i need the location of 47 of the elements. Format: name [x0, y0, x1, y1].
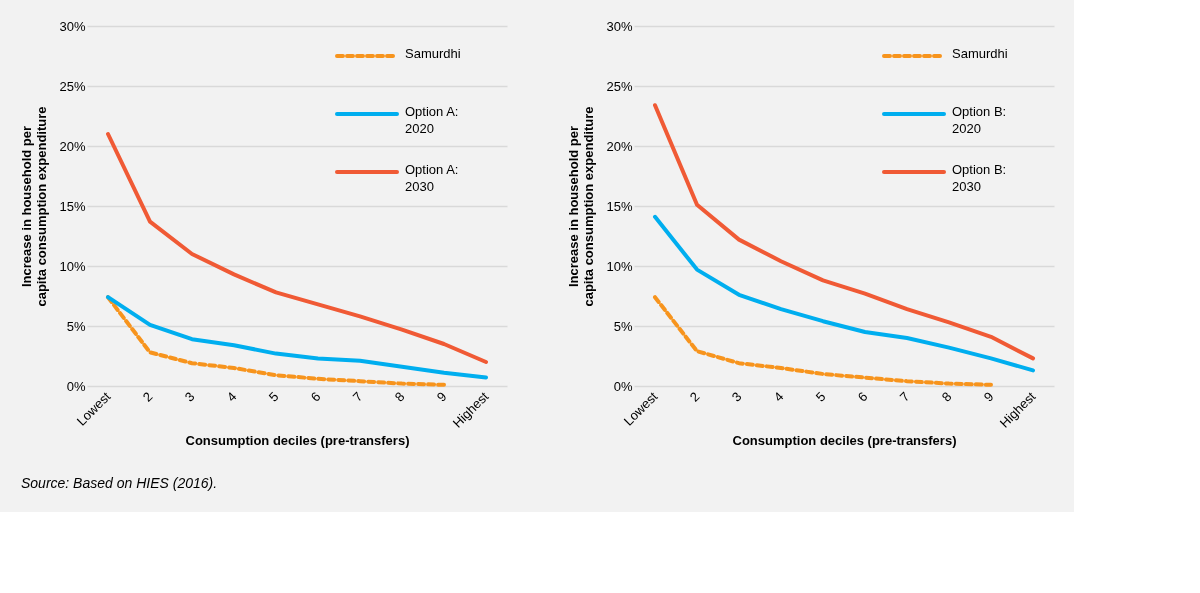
x-tick-label: 8 — [938, 388, 955, 405]
x-tick-label: 8 — [391, 388, 408, 405]
x-tick-label: 2 — [139, 388, 156, 405]
line-series — [106, 295, 488, 380]
y-tick-label: 10% — [606, 258, 633, 274]
x-tick-label: 5 — [265, 388, 282, 405]
legend-label: Option B: 2020 — [952, 104, 1007, 136]
x-axis-title: Consumption deciles (pre-transfers) — [185, 432, 410, 448]
y-tick-label: 5% — [66, 318, 86, 334]
x-tick-label: 9 — [980, 388, 997, 405]
x-tick-label: 3 — [181, 388, 198, 405]
y-axis-title: Increase in household per capita consumption expenditure — [19, 106, 50, 307]
source-note: Source: Based on HIES (2016). — [20, 475, 218, 492]
x-tick-label: 4 — [223, 388, 240, 405]
y-tick-label: 5% — [613, 318, 633, 334]
line-series — [653, 214, 1035, 373]
y-tick-label: 30% — [59, 18, 86, 34]
y-tick-label: 20% — [59, 138, 86, 154]
y-tick-label: 15% — [59, 198, 86, 214]
legend-label: Option A: 2030 — [405, 162, 459, 194]
x-tick-label: 9 — [433, 388, 450, 405]
y-tick-label: 25% — [606, 78, 633, 94]
line-series — [106, 132, 488, 364]
x-tick-label: 2 — [686, 388, 703, 405]
y-tick-label: 15% — [606, 198, 633, 214]
line-series — [653, 295, 993, 387]
x-tick-label: 7 — [896, 388, 913, 405]
y-tick-label: 10% — [59, 258, 86, 274]
x-tick-label: 6 — [854, 388, 871, 405]
y-tick-label: 0% — [66, 378, 86, 394]
x-tick-label: 4 — [770, 388, 787, 405]
y-tick-label: 20% — [606, 138, 633, 154]
x-tick-label: 7 — [349, 388, 366, 405]
x-tick-label: 3 — [728, 388, 745, 405]
legend-label: Option B: 2030 — [952, 162, 1007, 194]
legend-label: Option A: 2020 — [405, 104, 459, 136]
legend-label: Samurdhi — [952, 46, 1008, 61]
x-tick-label: 6 — [307, 388, 324, 405]
y-axis-title: Increase in household per capita consumption expenditure — [566, 106, 597, 307]
x-axis-title: Consumption deciles (pre-transfers) — [732, 432, 957, 448]
x-tick-label: 5 — [812, 388, 829, 405]
line-series — [653, 103, 1035, 361]
line-series — [106, 295, 446, 387]
y-tick-label: 25% — [59, 78, 86, 94]
y-tick-label: 0% — [613, 378, 633, 394]
legend-label: Samurdhi — [405, 46, 461, 61]
y-tick-label: 30% — [606, 18, 633, 34]
